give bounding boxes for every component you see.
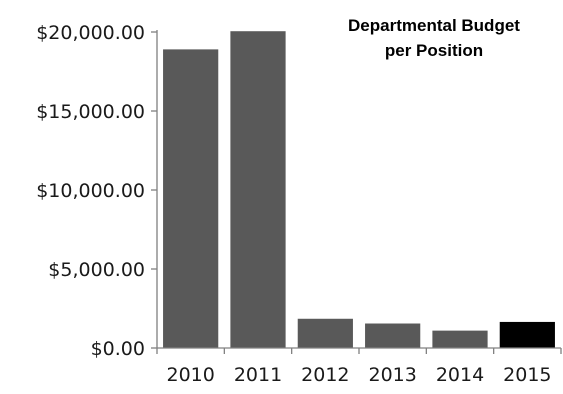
bar-2013 bbox=[365, 323, 421, 348]
chart-title-line-2: per Position bbox=[385, 41, 483, 60]
bar-2014 bbox=[432, 330, 488, 348]
bar-2010 bbox=[163, 49, 219, 348]
y-tick-label: $15,000.00 bbox=[36, 101, 145, 123]
x-tick-label: 2010 bbox=[166, 364, 214, 386]
bar-2015 bbox=[499, 321, 555, 348]
y-tick-label: $20,000.00 bbox=[36, 22, 145, 44]
y-tick-label: $0.00 bbox=[91, 338, 145, 360]
bar-2012 bbox=[297, 318, 353, 348]
x-tick-label: 2014 bbox=[436, 364, 484, 386]
y-axis: $0.00 $5,000.00 $10,000.00 $15,000.00 $20,00… bbox=[36, 22, 158, 360]
y-tick-label: $5,000.00 bbox=[48, 259, 145, 281]
chart-title-line-1: Departmental Budget bbox=[348, 16, 520, 35]
x-tick-label: 2011 bbox=[234, 364, 282, 386]
x-axis: 2010 2011 2012 2013 2014 2015 bbox=[156, 347, 562, 386]
x-tick-label: 2012 bbox=[301, 364, 349, 386]
bar-2011 bbox=[230, 31, 286, 349]
x-tick-label: 2013 bbox=[368, 364, 416, 386]
y-tick-label: $10,000.00 bbox=[36, 180, 145, 202]
bars bbox=[163, 31, 555, 349]
x-tick-label: 2015 bbox=[503, 364, 551, 386]
